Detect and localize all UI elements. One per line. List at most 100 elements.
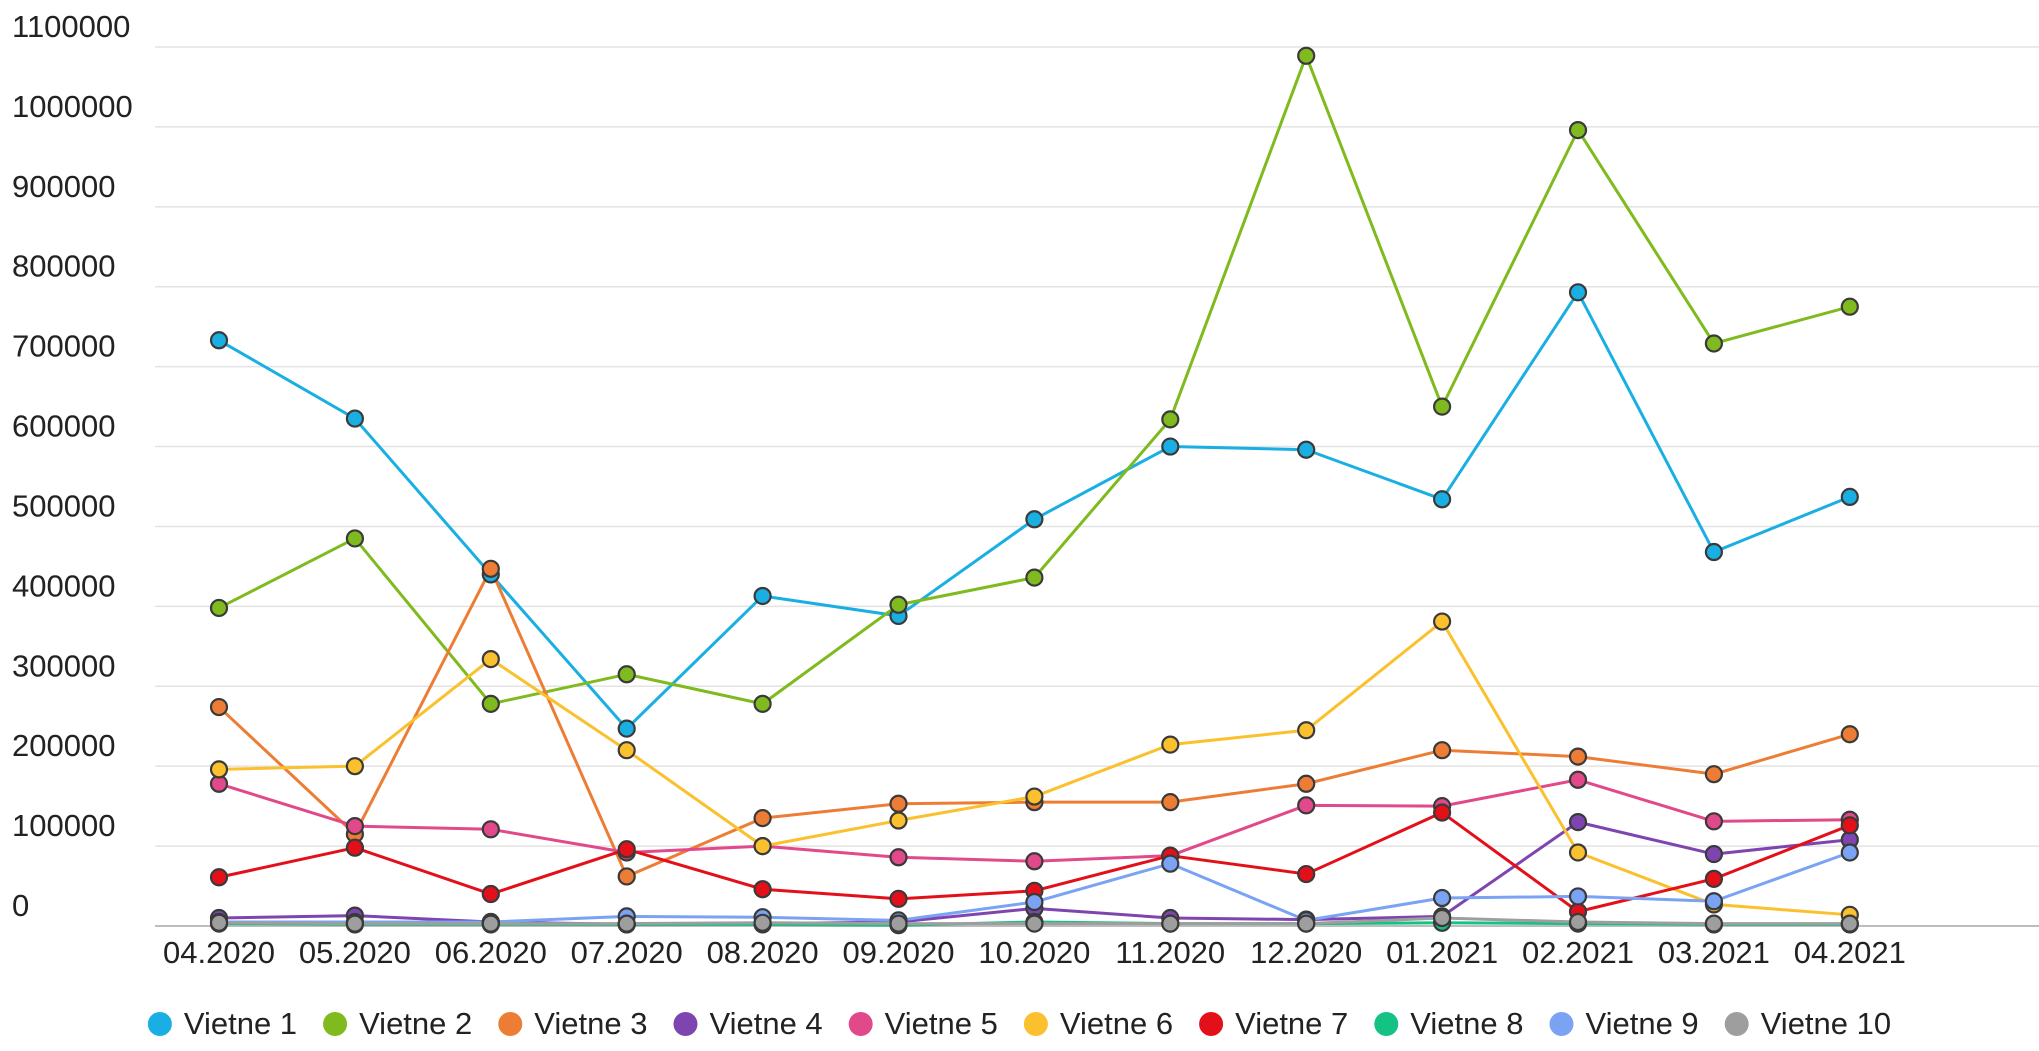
data-point: [345, 914, 364, 933]
legend-swatch: [1549, 1012, 1574, 1036]
data-point: [1297, 914, 1316, 933]
data-point: [1704, 892, 1724, 911]
data-point: [889, 794, 908, 813]
legend-label: Vietne 2: [359, 1006, 472, 1041]
x-tick-label: 07.2020: [571, 935, 683, 970]
data-point: [753, 809, 772, 828]
data-point: [1704, 334, 1724, 353]
data-point: [209, 760, 229, 779]
data-point: [1297, 796, 1316, 815]
x-tick-label: 04.2021: [1794, 935, 1906, 970]
x-tick-label: 12.2020: [1250, 935, 1362, 970]
legend-item[interactable]: Vietne 2: [323, 1006, 472, 1041]
data-point: [753, 836, 772, 856]
data-point: [1568, 887, 1588, 906]
data-point: [209, 868, 229, 887]
legend-label: Vietne 6: [1060, 1006, 1173, 1041]
data-point: [1432, 397, 1452, 416]
data-point: [1704, 765, 1724, 784]
x-tick-label: 02.2021: [1522, 935, 1634, 970]
legend-item[interactable]: Vietne 7: [1199, 1006, 1348, 1041]
data-point: [1704, 869, 1724, 888]
data-point: [481, 694, 500, 713]
legend-label: Vietne 1: [184, 1006, 297, 1041]
data-point: [1840, 725, 1859, 744]
legend-label: Vietne 10: [1761, 1006, 1891, 1041]
data-point: [889, 914, 908, 933]
y-tick-label: 300000: [12, 648, 115, 683]
legend-label: Vietne 7: [1235, 1006, 1348, 1041]
legend-swatch: [1199, 1012, 1224, 1036]
legend-swatch: [147, 1012, 172, 1036]
data-point: [345, 409, 364, 428]
data-point: [1025, 510, 1044, 529]
data-point: [1568, 813, 1588, 832]
x-tick-label: 05.2020: [299, 935, 411, 970]
x-tick-label: 08.2020: [707, 935, 819, 970]
data-point: [345, 838, 364, 857]
legend-label: Vietne 9: [1585, 1006, 1698, 1041]
data-point: [1161, 437, 1180, 456]
data-point: [753, 913, 772, 932]
legend-item[interactable]: Vietne 3: [498, 1006, 647, 1041]
data-point: [1568, 121, 1588, 140]
series-line-3: [217, 567, 1851, 878]
data-point: [889, 889, 908, 908]
data-point: [1297, 440, 1316, 459]
data-point: [1161, 793, 1180, 812]
data-point: [1568, 843, 1588, 862]
legend-swatch: [1724, 1012, 1749, 1036]
data-point: [1568, 912, 1588, 932]
data-point: [617, 914, 636, 933]
legend-item[interactable]: Vietne 10: [1724, 1006, 1891, 1041]
data-point: [1025, 892, 1044, 912]
legend-item[interactable]: Vietne 9: [1549, 1006, 1699, 1041]
data-point: [753, 880, 772, 899]
data-point: [1025, 852, 1044, 871]
data-point: [1432, 888, 1452, 908]
data-point: [1025, 914, 1044, 933]
y-tick-label: 400000: [12, 568, 115, 603]
data-point: [1432, 908, 1452, 928]
data-point: [1025, 568, 1044, 587]
data-point: [1297, 46, 1316, 65]
data-point: [481, 820, 500, 839]
data-point: [209, 697, 229, 717]
data-point: [753, 586, 772, 606]
data-point: [1432, 612, 1452, 631]
legend-item[interactable]: Vietne 1: [147, 1006, 297, 1041]
data-point: [889, 848, 908, 867]
data-point: [1161, 410, 1180, 429]
y-tick-label: 0: [12, 888, 29, 923]
legend-item[interactable]: Vietne 8: [1374, 1006, 1523, 1041]
legend-item[interactable]: Vietne 4: [673, 1006, 823, 1041]
data-point: [1297, 774, 1316, 793]
data-point: [1432, 803, 1452, 822]
data-point: [209, 598, 229, 618]
data-point: [753, 694, 772, 713]
y-tick-label: 800000: [12, 249, 115, 284]
data-point: [1840, 843, 1859, 862]
gridlines: [155, 46, 2039, 927]
y-tick-label: 1100000: [12, 9, 130, 44]
data-point: [1840, 914, 1859, 933]
data-point: [889, 595, 908, 614]
legend-item[interactable]: Vietne 6: [1023, 1006, 1173, 1041]
data-point: [1161, 914, 1180, 933]
data-point: [481, 914, 500, 933]
x-tick-label: 11.2020: [1115, 935, 1225, 970]
y-tick-label: 200000: [12, 728, 115, 763]
data-point: [1840, 297, 1859, 316]
data-point: [209, 331, 229, 350]
data-point: [1840, 487, 1859, 506]
x-tick-label: 04.2020: [163, 935, 275, 970]
data-point: [345, 757, 364, 776]
legend-label: Vietne 4: [709, 1006, 822, 1041]
data-point: [1297, 721, 1316, 740]
legend-item[interactable]: Vietne 5: [848, 1006, 998, 1041]
series-group: [209, 46, 1859, 935]
legend-swatch: [673, 1012, 698, 1036]
x-tick-label: 10.2020: [978, 935, 1090, 970]
y-tick-label: 1000000: [12, 89, 133, 124]
